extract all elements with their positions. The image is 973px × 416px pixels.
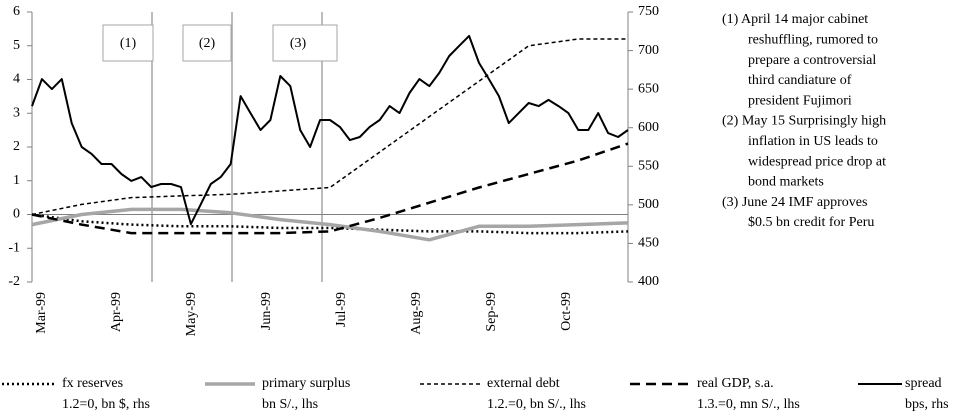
y-tick-label: 0 xyxy=(13,207,20,222)
legend-note: bps, rhs xyxy=(905,397,949,412)
legend-label: external debt xyxy=(487,376,560,391)
event-label: (3) xyxy=(290,36,307,51)
annotation: bond markets xyxy=(748,175,824,190)
y2-tick-label: 450 xyxy=(638,236,659,251)
y-tick-label: 5 xyxy=(13,38,20,53)
annotation: president Fujimori xyxy=(748,93,852,108)
legend-note: 1.3.=0, mn S/., lhs xyxy=(697,397,800,412)
series-line xyxy=(31,142,629,235)
event-box xyxy=(182,24,232,62)
x-tick-label: Apr-99 xyxy=(109,292,124,332)
annotation: inflation in US leads to xyxy=(748,134,878,149)
y-tick-label: 1 xyxy=(13,173,20,188)
legend-label: spread xyxy=(905,376,942,391)
x-tick-label: May-99 xyxy=(184,292,199,336)
event-box xyxy=(102,24,154,62)
annotation: widespread price drop at xyxy=(748,154,886,169)
event-box xyxy=(272,24,338,62)
y2-tick-label: 650 xyxy=(638,81,659,96)
annotation: (2) May 15 Surprisingly high xyxy=(722,114,886,129)
annotation: (1) April 14 major cabinet xyxy=(722,12,868,27)
series-line xyxy=(31,38,628,216)
legend-note: 1.2.=0, bn S/., lhs xyxy=(487,397,586,412)
y-tick-label: 3 xyxy=(13,105,20,120)
x-tick-label: Sep-99 xyxy=(484,292,499,332)
y2-tick-label: 500 xyxy=(638,197,659,212)
legend-label: primary surplus xyxy=(262,376,350,391)
x-tick-label: Mar-99 xyxy=(34,292,49,334)
event-label: (1) xyxy=(120,36,137,51)
legend-note: 1.2=0, bn $, rhs xyxy=(62,397,150,412)
annotation: (3) June 24 IMF approves xyxy=(722,195,867,210)
x-tick-label: Jul-99 xyxy=(334,292,349,327)
x-tick-label: Oct-99 xyxy=(559,292,574,331)
y-tick-label: 2 xyxy=(13,139,20,154)
y-tick-label: -1 xyxy=(8,240,20,255)
y2-tick-label: 400 xyxy=(638,274,659,289)
annotation: reshuffling, rumored to xyxy=(748,33,878,48)
y-tick-label: -2 xyxy=(8,274,20,289)
annotation: third candiature of xyxy=(748,73,852,88)
series-line xyxy=(31,34,629,226)
x-tick-label: Jun-99 xyxy=(259,292,274,330)
legend-label: real GDP, s.a. xyxy=(697,376,774,391)
annotation: prepare a controversial xyxy=(748,53,876,68)
annotation: $0.5 bn credit for Peru xyxy=(748,215,874,230)
event-label: (2) xyxy=(199,36,216,51)
y-tick-label: 6 xyxy=(13,4,20,19)
series-line xyxy=(31,207,629,242)
y2-tick-label: 600 xyxy=(638,120,659,135)
legend-label: fx reserves xyxy=(62,376,123,391)
y2-tick-label: 750 xyxy=(638,4,659,19)
y2-tick-label: 550 xyxy=(638,159,659,174)
y-tick-label: 4 xyxy=(13,72,20,87)
y2-tick-label: 700 xyxy=(638,43,659,58)
x-tick-label: Aug-99 xyxy=(409,292,424,335)
legend-note: bn S/., lhs xyxy=(262,397,318,412)
